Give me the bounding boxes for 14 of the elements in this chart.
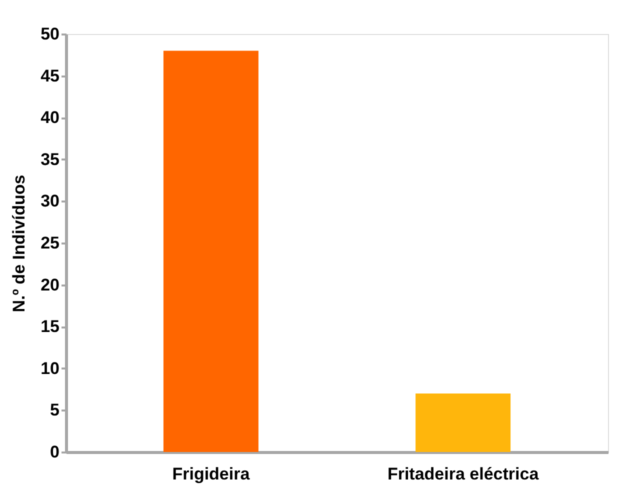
- y-tick-label: 35: [40, 150, 60, 169]
- y-tick-label: 15: [40, 317, 60, 336]
- x-tick-label: Frigideira: [172, 464, 250, 484]
- y-tick-label: 40: [40, 108, 60, 128]
- y-tick-label: 25: [40, 234, 60, 252]
- y-tick-label: 10: [40, 358, 60, 378]
- y-tick-label: 20: [40, 275, 60, 294]
- y-tick-label: 0: [50, 442, 60, 462]
- y-tick-label: 5: [50, 400, 60, 420]
- x-tick-label: Fritadeira eléctrica: [387, 464, 540, 484]
- y-tick-label: 30: [40, 192, 60, 211]
- y-axis-title: N.º de Indivíduos: [10, 174, 29, 312]
- y-tick-label: 50: [40, 24, 60, 44]
- y-tick-label: 45: [40, 66, 60, 86]
